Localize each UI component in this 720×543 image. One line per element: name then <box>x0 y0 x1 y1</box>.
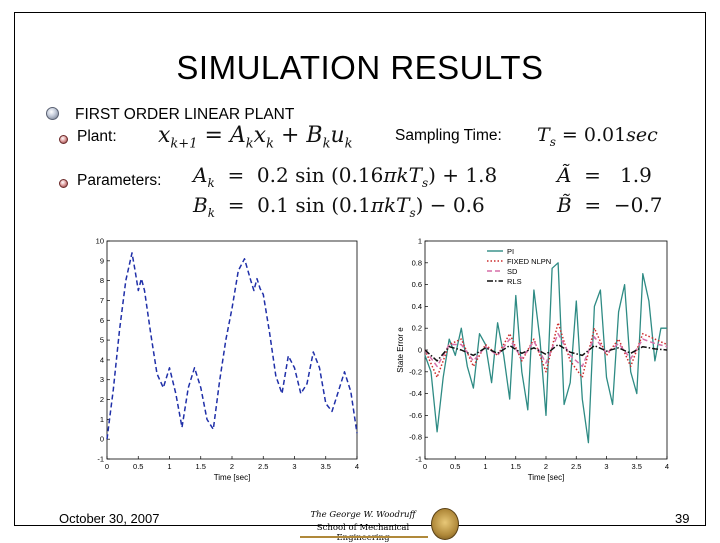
bullet-text: FIRST ORDER LINEAR PLANT <box>75 106 295 123</box>
x-tick-label: 3.5 <box>321 462 331 471</box>
x-tick-label: 3 <box>292 462 296 471</box>
footer-date: October 30, 2007 <box>59 511 160 526</box>
y-tick-label: 7 <box>100 296 104 305</box>
x-tick-label: 0.5 <box>133 462 143 471</box>
x-axis-label: Time [sec] <box>214 473 251 482</box>
x-axis-label: Time [sec] <box>528 473 565 482</box>
state-error-chart: 0 0.5 1 1.5 2 2.5 3 3.5 4 -1 -0.8 -0.6 -0.4 -0.2 0 0.2 0… <box>396 237 669 483</box>
sampling-time-label: Sampling Time: <box>395 127 502 144</box>
x-tick-label: 2.5 <box>571 462 581 471</box>
plot-area <box>106 240 358 460</box>
legend-entry: RLS <box>507 277 522 286</box>
series-line-0 <box>106 252 358 440</box>
logo-line1: The George W. Woodruff <box>310 510 416 520</box>
y-tick-label: -1 <box>415 455 422 464</box>
equation-Ak: Ak = 0.2 sin (0.16πkTs) + 1.8 <box>193 163 498 190</box>
parameters-label: Parameters: <box>77 172 162 189</box>
plant-equation: xk+1 = Akxk + Bkuk <box>158 123 353 152</box>
x-tick-label: 0 <box>423 462 427 471</box>
y-tick-label: 0 <box>418 346 422 355</box>
equation-A-tilde: Ã = 1.9 <box>557 163 652 187</box>
sub-bullet-icon <box>59 179 68 188</box>
slide-frame: SIMULATION RESULTS FIRST ORDER LINEAR PL… <box>14 12 706 543</box>
sub-bullet-icon <box>59 135 68 144</box>
x-tick-label: 1.5 <box>196 462 206 471</box>
y-tick-label: 8 <box>100 276 104 285</box>
y-tick-label: 10 <box>96 237 104 246</box>
x-tick-label: 2 <box>230 462 234 471</box>
bullet-circle-icon <box>46 107 59 120</box>
y-tick-label: 5 <box>100 336 104 345</box>
y-tick-label: 0 <box>100 435 104 444</box>
x-tick-label: 2.5 <box>258 462 268 471</box>
x-tick-label: 1.5 <box>511 462 521 471</box>
y-tick-label: -0.4 <box>409 389 422 398</box>
series-line-pi <box>424 262 667 444</box>
y-tick-label: 0.6 <box>412 280 422 289</box>
y-tick-label: -1 <box>97 455 104 464</box>
x-tick-label: 1 <box>483 462 487 471</box>
y-tick-label: -0.2 <box>409 367 422 376</box>
plant-label: Plant: <box>77 128 117 145</box>
page-number: 39 <box>675 511 690 526</box>
logo-line2: School of Mechanical Engineering <box>316 523 410 543</box>
seal-icon <box>431 508 459 540</box>
y-tick-label: 0.8 <box>412 258 422 267</box>
y-tick-label: 3 <box>100 375 104 384</box>
y-tick-label: 6 <box>100 316 104 325</box>
x-tick-label: 2 <box>544 462 548 471</box>
y-tick-label: -0.8 <box>409 433 422 442</box>
series-line-rls <box>424 343 668 362</box>
y-tick-label: 2 <box>100 395 104 404</box>
x-tick-label: 3.5 <box>632 462 642 471</box>
x-tick-label: 0.5 <box>450 462 460 471</box>
y-axis-label: State Error e <box>396 327 405 373</box>
legend-entry: SD <box>507 267 518 276</box>
x-tick-label: 1 <box>167 462 171 471</box>
x-tick-label: 0 <box>105 462 109 471</box>
y-tick-label: 9 <box>100 256 104 265</box>
sampling-time-equation: Ts = 0.01sec <box>537 124 658 149</box>
equation-Bk: Bk = 0.1 sin (0.1πkTs) − 0.6 <box>193 193 485 220</box>
y-tick-label: -0.6 <box>409 411 422 420</box>
series-line-fixed-nlpn <box>424 322 668 379</box>
school-logo: The George W. Woodruff School of Mechani… <box>298 508 459 543</box>
x-tick-label: 4 <box>665 462 669 471</box>
y-tick-label: 0.4 <box>412 302 422 311</box>
x-tick-label: 4 <box>355 462 359 471</box>
equation-B-tilde: B̃ = −0.7 <box>557 193 663 217</box>
legend-entry: PI <box>507 247 514 256</box>
x-tick-label: 3 <box>604 462 608 471</box>
y-axis-label: State x <box>85 338 87 363</box>
series-line-sd <box>424 332 668 368</box>
y-tick-label: 1 <box>100 415 104 424</box>
y-tick-label: 0.2 <box>412 324 422 333</box>
y-tick-label: 4 <box>100 355 104 364</box>
slide-title: SIMULATION RESULTS <box>176 49 544 86</box>
legend-entry: FIXED NLPN <box>507 257 551 266</box>
y-tick-label: 1 <box>418 237 422 246</box>
logo-rule <box>300 536 428 538</box>
